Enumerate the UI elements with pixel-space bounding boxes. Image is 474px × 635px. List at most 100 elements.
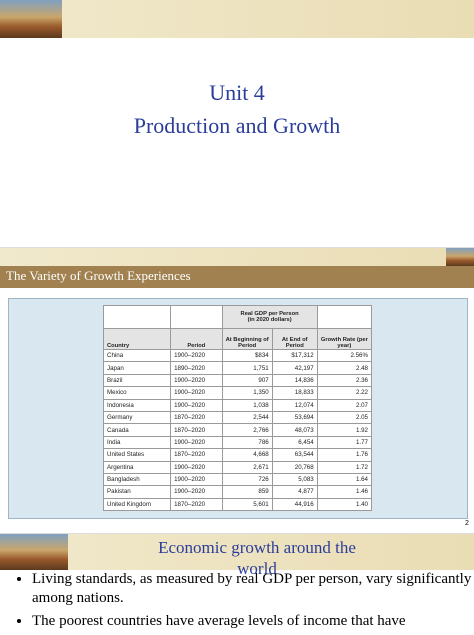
table-cell: 2,544 [221, 410, 273, 425]
table-row: Japan 1890–2020 1,751 42,197 2.48 [102, 361, 373, 375]
table-cell: 12,074 [271, 398, 318, 412]
column-header: Growth Rate (per year) [316, 328, 373, 350]
table-cell: 4,668 [221, 448, 273, 462]
table-row: United States 1870–2020 4,668 63,544 1.76 [102, 448, 373, 462]
table-cell: 1900–2020 [170, 472, 223, 487]
column-header: Period [170, 328, 223, 350]
table-cell: 1.72 [316, 460, 373, 474]
header-strip [0, 248, 474, 266]
table-cell: 726 [221, 472, 273, 487]
table-cell: 1.40 [316, 497, 373, 512]
header-painting [0, 534, 68, 570]
table-cell: 2.48 [316, 361, 373, 375]
table-row: United Kingdom 1870–2020 5,601 44,916 1.40 [102, 497, 373, 512]
slide-title: Economic growth around the world [158, 538, 356, 578]
table-cell: Brazil [102, 373, 172, 388]
table-cell: 786 [221, 435, 273, 450]
table-cell: 2.22 [316, 386, 373, 400]
table-cell: 1,751 [221, 361, 273, 375]
column-header: At Beginning of Period [221, 328, 273, 350]
table-cell: 1870–2020 [170, 448, 223, 462]
table-cell: 4,877 [271, 485, 318, 499]
table-cell: 1900–2020 [170, 435, 223, 450]
divider [0, 247, 474, 248]
column-header: Country [102, 328, 172, 350]
table-cell: 1,038 [221, 398, 273, 412]
table-cell: 1.64 [316, 472, 373, 487]
table-cell: 859 [221, 485, 273, 499]
group-header-line: Real GDP per Person [240, 311, 299, 317]
table-cell: 1900–2020 [170, 348, 223, 363]
column-header: At End of Period [271, 328, 318, 350]
table-cell: Indonesia [102, 398, 172, 412]
table-row: Germany 1870–2020 2,544 53,694 2.05 [102, 410, 373, 425]
table-cell: 1870–2020 [170, 497, 223, 512]
slide-title: Unit 4 [209, 80, 265, 105]
table-cell: 1900–2020 [170, 373, 223, 388]
table-cell: 18,833 [271, 386, 318, 400]
table-cell: United Kingdom [102, 497, 172, 512]
table-cell: 1900–2020 [170, 386, 223, 400]
table-cell: 63,544 [271, 448, 318, 462]
table-row: Argentina 1900–2020 2,671 20,768 1.72 [102, 460, 373, 474]
table-cell: Mexico [102, 386, 172, 400]
table-cell: 1900–2020 [170, 485, 223, 499]
table-cell: Germany [102, 410, 172, 425]
table-row: China 1900–2020 $834 $17,312 2.56% [102, 348, 373, 363]
table-cell: 1,350 [221, 386, 273, 400]
table-corner [316, 305, 373, 329]
table-cell: 1870–2020 [170, 410, 223, 425]
table-cell: 53,694 [271, 410, 318, 425]
table-row: Mexico 1900–2020 1,350 18,833 2.22 [102, 386, 373, 400]
table-cell: China [102, 348, 172, 363]
table-cell: 2,766 [221, 423, 273, 437]
table-cell: 907 [221, 373, 273, 388]
header-painting [446, 248, 474, 266]
table-cell: 2.56% [316, 348, 373, 363]
table-row: Indonesia 1900–2020 1,038 12,074 2.07 [102, 398, 373, 412]
table-cell: 1890–2020 [170, 361, 223, 375]
table-row: Brazil 1900–2020 907 14,836 2.36 [102, 373, 373, 388]
table-cell: 5,083 [271, 472, 318, 487]
table-cell: Bangladesh [102, 472, 172, 487]
header-painting [0, 0, 62, 38]
table-cell: 1.76 [316, 448, 373, 462]
title-bar [0, 266, 474, 288]
table-cell: $834 [221, 348, 273, 363]
table-row: Bangladesh 1900–2020 726 5,083 1.64 [102, 472, 373, 487]
group-header: Real GDP per Person (in 2020 dollars) [221, 305, 318, 329]
table-cell: Argentina [102, 460, 172, 474]
table-cell: 44,916 [271, 497, 318, 512]
table-cell: United States [102, 448, 172, 462]
table-corner [102, 305, 172, 329]
page-number: 2 [465, 520, 469, 527]
slide-subtitle: Production and Growth [133, 113, 341, 138]
table-cell: India [102, 435, 172, 450]
table-cell: 14,836 [271, 373, 318, 388]
table-cell: Pakistan [102, 485, 172, 499]
group-header-line: (in 2020 dollars) [247, 317, 292, 323]
bullet: The poorest countries have average level… [32, 612, 474, 631]
slide-title: The Variety of Growth Experiences [6, 268, 191, 283]
table-cell: 2,671 [221, 460, 273, 474]
table-cell: Canada [102, 423, 172, 437]
data-table: Real GDP per Person (in 2020 dollars) Cou… [102, 305, 373, 512]
table-cell: 20,768 [271, 460, 318, 474]
bullet: Living standards, as measured by real GD… [32, 570, 474, 608]
table-cell: 2.07 [316, 398, 373, 412]
table-cell: 1.46 [316, 485, 373, 499]
table-cell: 2.36 [316, 373, 373, 388]
table-cell: 1.77 [316, 435, 373, 450]
table-cell: 1.92 [316, 423, 373, 437]
table-cell: 1870–2020 [170, 423, 223, 437]
table-row: Canada 1870–2020 2,766 48,073 1.92 [102, 423, 373, 437]
table-cell: 48,073 [271, 423, 318, 437]
table-cell: 42,197 [271, 361, 318, 375]
table-cell: 1900–2020 [170, 460, 223, 474]
table-cell: 5,601 [221, 497, 273, 512]
header-strip [0, 534, 474, 570]
bullet-list: Living standards, as measured by real GD… [0, 570, 474, 635]
table-row: India 1900–2020 786 6,454 1.77 [102, 435, 373, 450]
table-cell: 2.05 [316, 410, 373, 425]
